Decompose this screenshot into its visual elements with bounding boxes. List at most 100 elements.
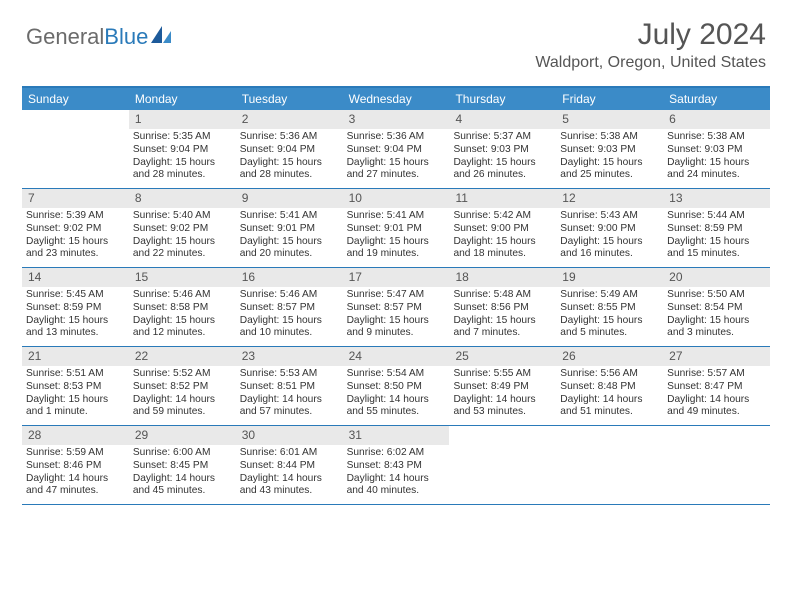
sunset-text: Sunset: 8:49 PM: [449, 381, 556, 394]
sunset-text: Sunset: 8:56 PM: [449, 302, 556, 315]
daylight-text: Daylight: 15 hours and 18 minutes.: [449, 236, 556, 262]
day-number: 2: [236, 110, 343, 129]
sunset-text: Sunset: 8:46 PM: [22, 460, 129, 473]
brand-part2: Blue: [104, 24, 148, 50]
sunset-text: Sunset: 9:01 PM: [343, 223, 450, 236]
sunrise-text: Sunrise: 6:00 AM: [129, 447, 236, 460]
week-row: 7Sunrise: 5:39 AMSunset: 9:02 PMDaylight…: [22, 189, 770, 268]
daylight-text: Daylight: 14 hours and 57 minutes.: [236, 394, 343, 420]
dayheader-wed: Wednesday: [343, 88, 450, 110]
dayheader-fri: Friday: [556, 88, 663, 110]
sunset-text: Sunset: 9:03 PM: [449, 144, 556, 157]
dayheader-sun: Sunday: [22, 88, 129, 110]
day-cell: 27Sunrise: 5:57 AMSunset: 8:47 PMDayligh…: [663, 347, 770, 425]
daylight-text: Daylight: 15 hours and 1 minute.: [22, 394, 129, 420]
month-title: July 2024: [535, 18, 766, 52]
daylight-text: Daylight: 14 hours and 40 minutes.: [343, 473, 450, 499]
week-row: 28Sunrise: 5:59 AMSunset: 8:46 PMDayligh…: [22, 426, 770, 505]
sunrise-text: Sunrise: 5:37 AM: [449, 131, 556, 144]
sail-icon: [151, 26, 173, 44]
day-number: 3: [343, 110, 450, 129]
daylight-text: Daylight: 15 hours and 12 minutes.: [129, 315, 236, 341]
sunrise-text: Sunrise: 5:41 AM: [343, 210, 450, 223]
day-cell: [22, 110, 129, 188]
day-number: 29: [129, 426, 236, 445]
daylight-text: Daylight: 15 hours and 16 minutes.: [556, 236, 663, 262]
sunrise-text: Sunrise: 5:52 AM: [129, 368, 236, 381]
daylight-text: Daylight: 15 hours and 15 minutes.: [663, 236, 770, 262]
day-number: 30: [236, 426, 343, 445]
day-number: 7: [22, 189, 129, 208]
day-number: 26: [556, 347, 663, 366]
daylight-text: Daylight: 14 hours and 43 minutes.: [236, 473, 343, 499]
sunset-text: Sunset: 9:00 PM: [449, 223, 556, 236]
sunset-text: Sunset: 8:52 PM: [129, 381, 236, 394]
day-number: 22: [129, 347, 236, 366]
day-cell: 15Sunrise: 5:46 AMSunset: 8:58 PMDayligh…: [129, 268, 236, 346]
daylight-text: Daylight: 15 hours and 22 minutes.: [129, 236, 236, 262]
day-cell: 8Sunrise: 5:40 AMSunset: 9:02 PMDaylight…: [129, 189, 236, 267]
sunset-text: Sunset: 8:43 PM: [343, 460, 450, 473]
day-number: 15: [129, 268, 236, 287]
sunset-text: Sunset: 8:48 PM: [556, 381, 663, 394]
calendar-grid: Sunday Monday Tuesday Wednesday Thursday…: [22, 86, 770, 505]
sunrise-text: Sunrise: 5:41 AM: [236, 210, 343, 223]
daylight-text: Daylight: 15 hours and 10 minutes.: [236, 315, 343, 341]
sunrise-text: Sunrise: 5:55 AM: [449, 368, 556, 381]
day-number: 11: [449, 189, 556, 208]
day-number: [22, 110, 129, 114]
sunrise-text: Sunrise: 5:46 AM: [129, 289, 236, 302]
day-number: 31: [343, 426, 450, 445]
day-cell: 25Sunrise: 5:55 AMSunset: 8:49 PMDayligh…: [449, 347, 556, 425]
sunset-text: Sunset: 9:04 PM: [343, 144, 450, 157]
day-cell: 14Sunrise: 5:45 AMSunset: 8:59 PMDayligh…: [22, 268, 129, 346]
day-cell: 31Sunrise: 6:02 AMSunset: 8:43 PMDayligh…: [343, 426, 450, 504]
sunrise-text: Sunrise: 5:46 AM: [236, 289, 343, 302]
sunset-text: Sunset: 8:54 PM: [663, 302, 770, 315]
day-cell: 2Sunrise: 5:36 AMSunset: 9:04 PMDaylight…: [236, 110, 343, 188]
day-number: [556, 426, 663, 430]
day-cell: 23Sunrise: 5:53 AMSunset: 8:51 PMDayligh…: [236, 347, 343, 425]
sunset-text: Sunset: 8:51 PM: [236, 381, 343, 394]
sunrise-text: Sunrise: 5:56 AM: [556, 368, 663, 381]
sunrise-text: Sunrise: 5:43 AM: [556, 210, 663, 223]
daylight-text: Daylight: 15 hours and 20 minutes.: [236, 236, 343, 262]
daylight-text: Daylight: 14 hours and 49 minutes.: [663, 394, 770, 420]
sunrise-text: Sunrise: 5:51 AM: [22, 368, 129, 381]
day-number: 5: [556, 110, 663, 129]
daylight-text: Daylight: 15 hours and 9 minutes.: [343, 315, 450, 341]
day-number: 8: [129, 189, 236, 208]
day-cell: 5Sunrise: 5:38 AMSunset: 9:03 PMDaylight…: [556, 110, 663, 188]
day-number: 4: [449, 110, 556, 129]
day-number: 20: [663, 268, 770, 287]
sunset-text: Sunset: 9:03 PM: [663, 144, 770, 157]
daylight-text: Daylight: 14 hours and 47 minutes.: [22, 473, 129, 499]
sunset-text: Sunset: 9:03 PM: [556, 144, 663, 157]
daylight-text: Daylight: 15 hours and 13 minutes.: [22, 315, 129, 341]
daylight-text: Daylight: 15 hours and 19 minutes.: [343, 236, 450, 262]
day-number: 19: [556, 268, 663, 287]
sunset-text: Sunset: 8:50 PM: [343, 381, 450, 394]
sunrise-text: Sunrise: 5:57 AM: [663, 368, 770, 381]
dayheader-tue: Tuesday: [236, 88, 343, 110]
sunrise-text: Sunrise: 5:44 AM: [663, 210, 770, 223]
day-number: [449, 426, 556, 430]
day-number: 24: [343, 347, 450, 366]
sunrise-text: Sunrise: 5:50 AM: [663, 289, 770, 302]
sunset-text: Sunset: 8:53 PM: [22, 381, 129, 394]
day-cell: 18Sunrise: 5:48 AMSunset: 8:56 PMDayligh…: [449, 268, 556, 346]
daylight-text: Daylight: 15 hours and 23 minutes.: [22, 236, 129, 262]
day-number: 9: [236, 189, 343, 208]
day-number: 27: [663, 347, 770, 366]
week-row: 14Sunrise: 5:45 AMSunset: 8:59 PMDayligh…: [22, 268, 770, 347]
day-number: 28: [22, 426, 129, 445]
daylight-text: Daylight: 15 hours and 7 minutes.: [449, 315, 556, 341]
daylight-text: Daylight: 15 hours and 24 minutes.: [663, 157, 770, 183]
day-cell: 16Sunrise: 5:46 AMSunset: 8:57 PMDayligh…: [236, 268, 343, 346]
sunrise-text: Sunrise: 5:36 AM: [343, 131, 450, 144]
day-number: 21: [22, 347, 129, 366]
sunrise-text: Sunrise: 5:53 AM: [236, 368, 343, 381]
sunrise-text: Sunrise: 5:40 AM: [129, 210, 236, 223]
day-number: [663, 426, 770, 430]
sunset-text: Sunset: 8:44 PM: [236, 460, 343, 473]
